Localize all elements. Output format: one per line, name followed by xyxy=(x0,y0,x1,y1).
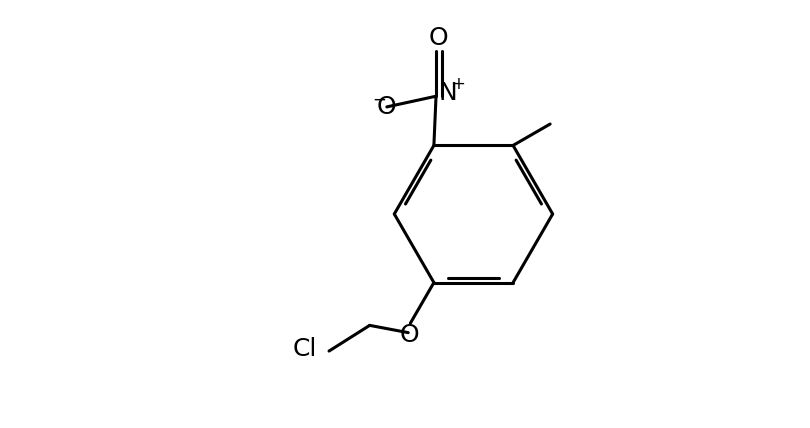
Text: −: − xyxy=(372,90,386,108)
Text: N: N xyxy=(439,81,458,105)
Text: O: O xyxy=(399,323,420,347)
Text: Cl: Cl xyxy=(292,337,317,361)
Text: O: O xyxy=(376,95,396,119)
Text: +: + xyxy=(451,75,465,93)
Text: O: O xyxy=(428,26,448,50)
